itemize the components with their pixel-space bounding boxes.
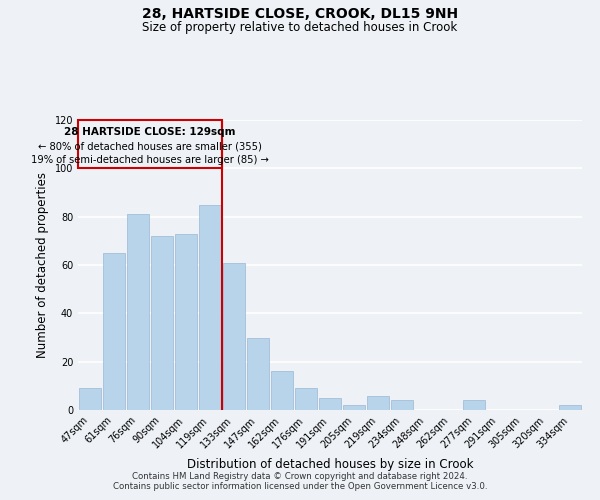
Bar: [271, 372, 293, 410]
Text: 28, HARTSIDE CLOSE, CROOK, DL15 9NH: 28, HARTSIDE CLOSE, CROOK, DL15 9NH: [142, 8, 458, 22]
Bar: [175, 234, 197, 410]
Bar: [295, 388, 317, 410]
Bar: [319, 398, 341, 410]
Bar: [559, 405, 581, 410]
Bar: [391, 400, 413, 410]
Bar: [127, 214, 149, 410]
Text: 28 HARTSIDE CLOSE: 129sqm: 28 HARTSIDE CLOSE: 129sqm: [64, 127, 236, 137]
Bar: [78, 120, 222, 168]
Text: Contains HM Land Registry data © Crown copyright and database right 2024.: Contains HM Land Registry data © Crown c…: [132, 472, 468, 481]
Text: Contains public sector information licensed under the Open Government Licence v3: Contains public sector information licen…: [113, 482, 487, 491]
Text: ← 80% of detached houses are smaller (355): ← 80% of detached houses are smaller (35…: [38, 142, 262, 152]
Bar: [79, 388, 101, 410]
Bar: [463, 400, 485, 410]
Bar: [343, 405, 365, 410]
Bar: [103, 253, 125, 410]
Bar: [223, 262, 245, 410]
Bar: [367, 396, 389, 410]
Bar: [247, 338, 269, 410]
Text: 19% of semi-detached houses are larger (85) →: 19% of semi-detached houses are larger (…: [31, 155, 269, 165]
Text: Size of property relative to detached houses in Crook: Size of property relative to detached ho…: [142, 21, 458, 34]
Bar: [199, 204, 221, 410]
X-axis label: Distribution of detached houses by size in Crook: Distribution of detached houses by size …: [187, 458, 473, 471]
Y-axis label: Number of detached properties: Number of detached properties: [36, 172, 49, 358]
Bar: [151, 236, 173, 410]
